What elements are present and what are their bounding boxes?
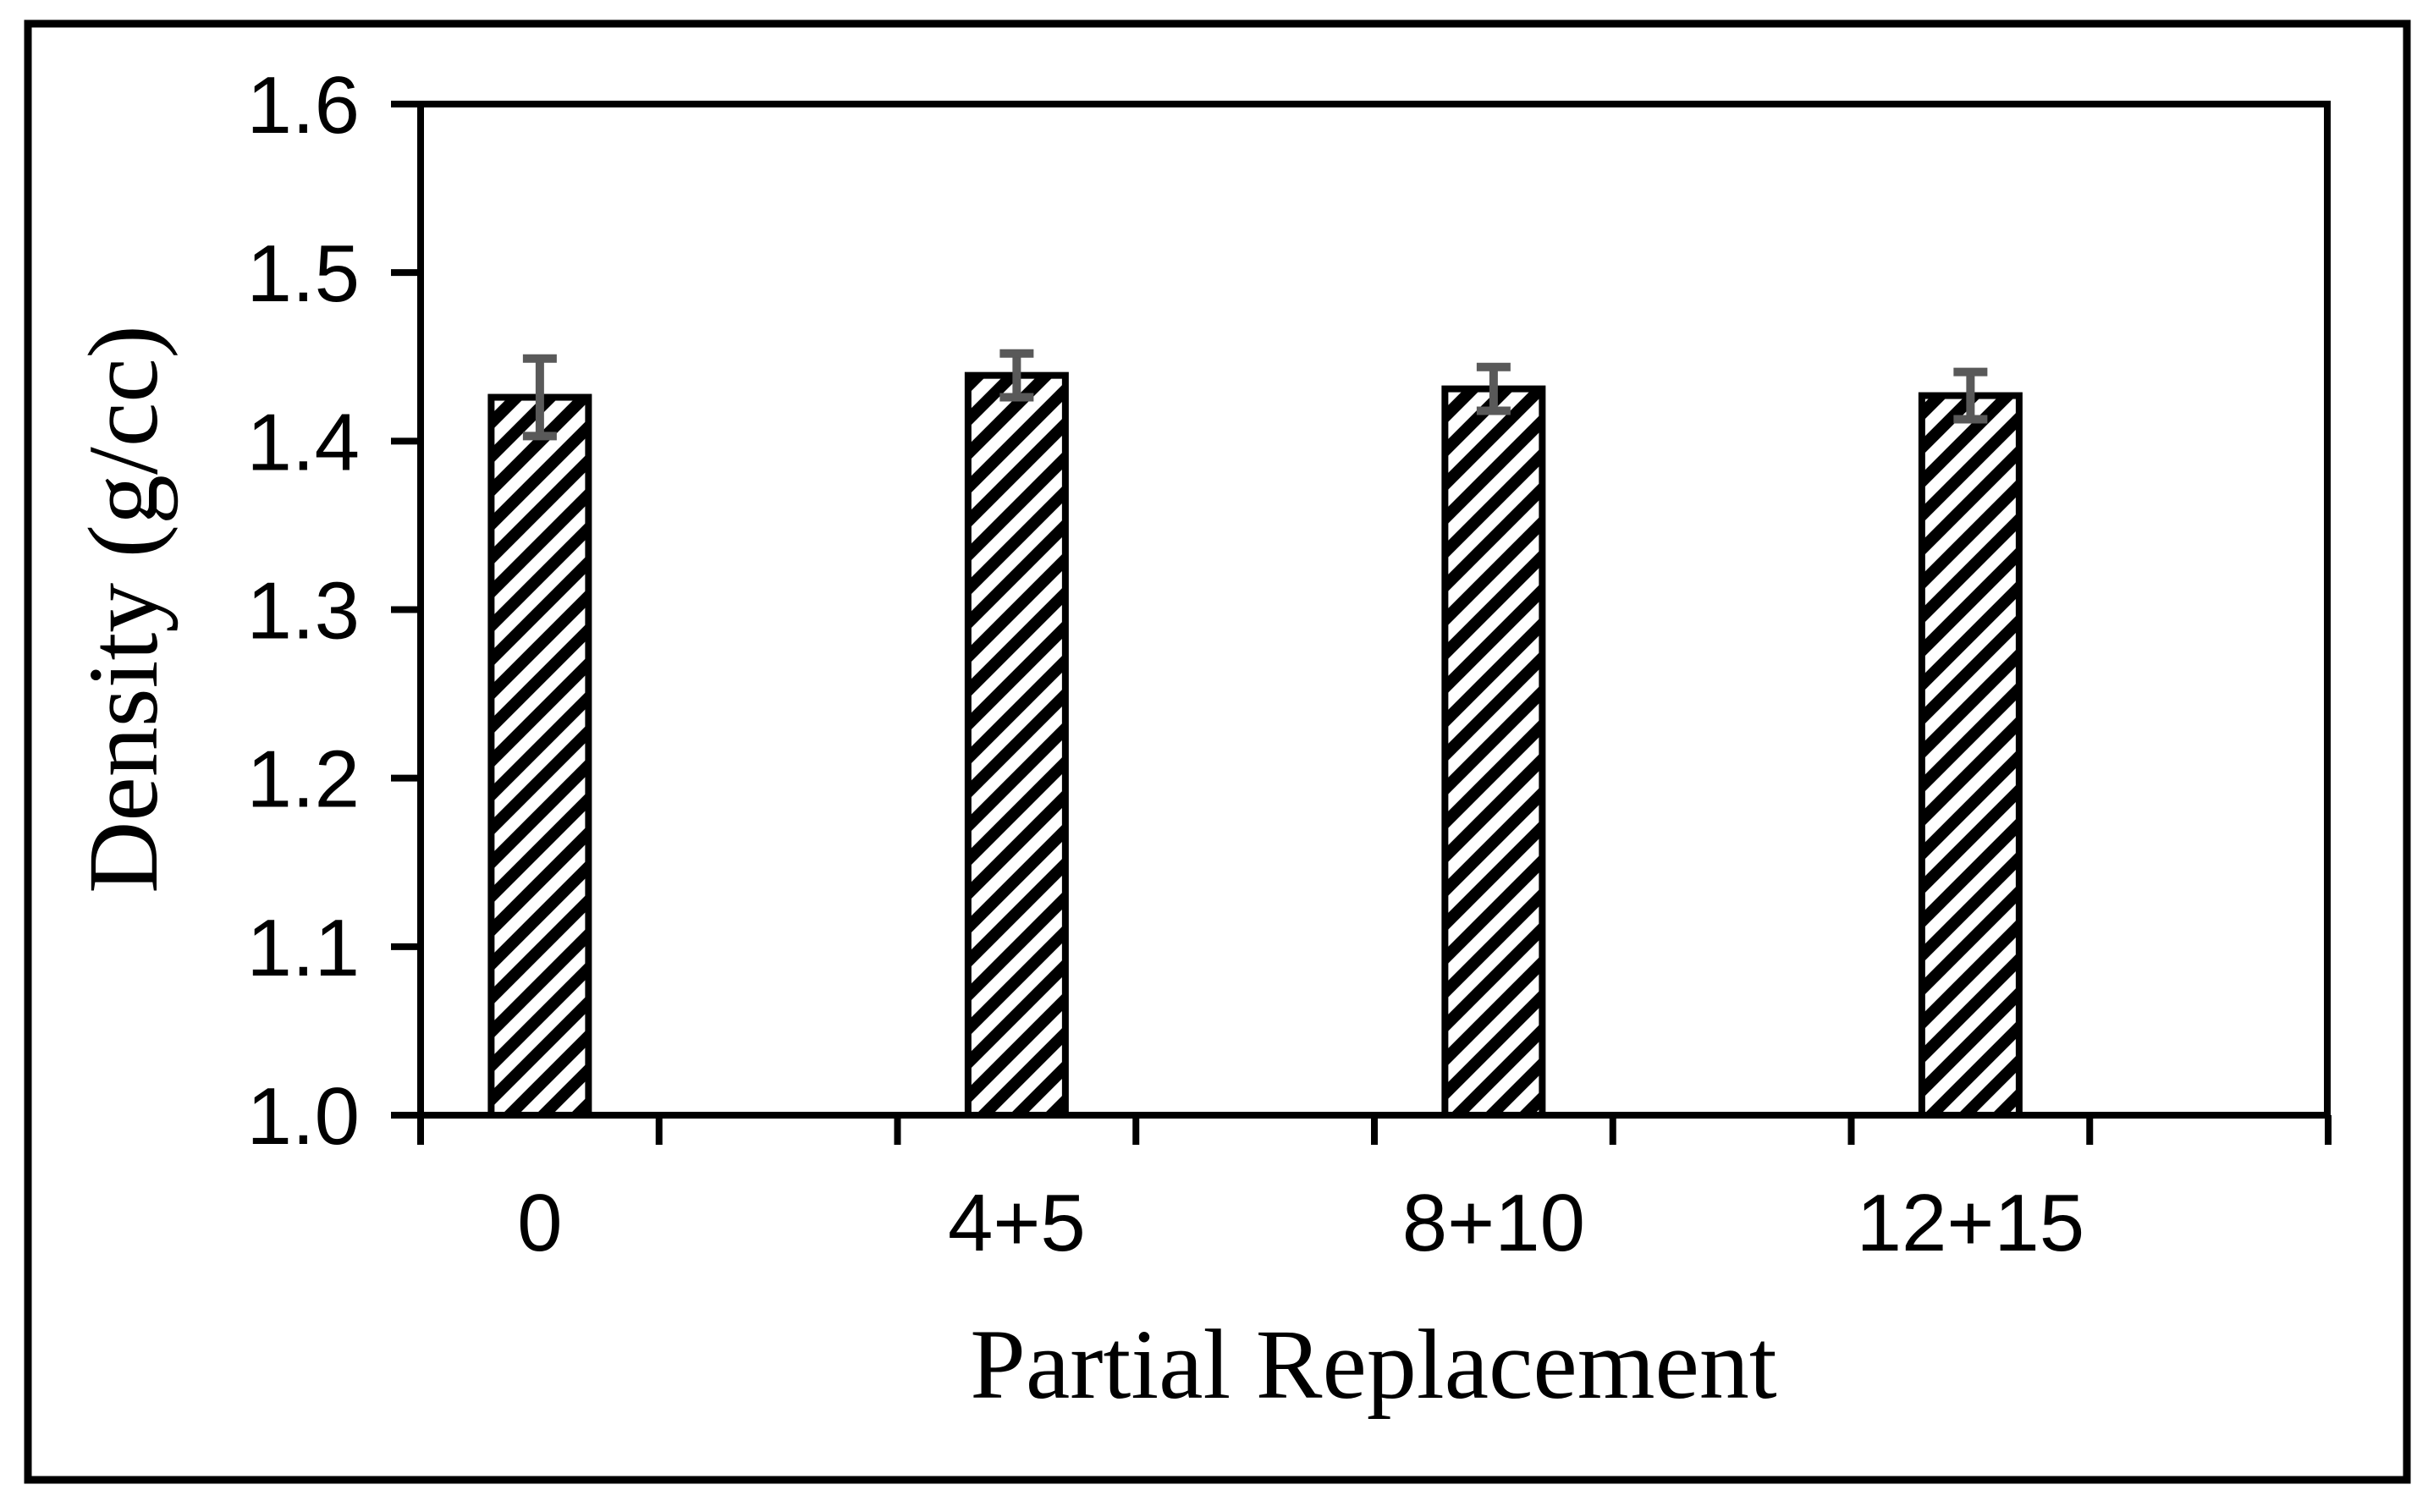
y-tick-label: 1.1 (247, 903, 360, 993)
plot-frame (417, 101, 2331, 1119)
bar (487, 393, 592, 1119)
x-tick-label: 8+10 (1402, 1178, 1585, 1268)
plot-area: 1.0 1.1 1.2 1.3 1.4 1.5 1.6 0 4+5 8+10 12+15 (247, 60, 2332, 1268)
y-tick-label: 1.6 (247, 60, 360, 151)
y-axis-title: Density (g/cc) (68, 325, 179, 893)
x-axis-title: Partial Replacement (970, 1309, 1777, 1420)
bar (964, 371, 1069, 1119)
figure-border (24, 19, 2411, 1484)
bar (1918, 392, 2023, 1119)
bar (1441, 385, 1546, 1119)
x-tick-label: 0 (517, 1178, 562, 1268)
x-tick-label: 12+15 (1857, 1178, 2085, 1268)
y-tick-label: 1.5 (247, 228, 360, 319)
y-tick-label: 1.4 (247, 397, 360, 487)
y-tick-label: 1.3 (247, 566, 360, 657)
x-tick-label: 4+5 (948, 1178, 1086, 1268)
y-tick-label: 1.0 (247, 1071, 360, 1162)
y-tick-label: 1.2 (247, 734, 360, 825)
